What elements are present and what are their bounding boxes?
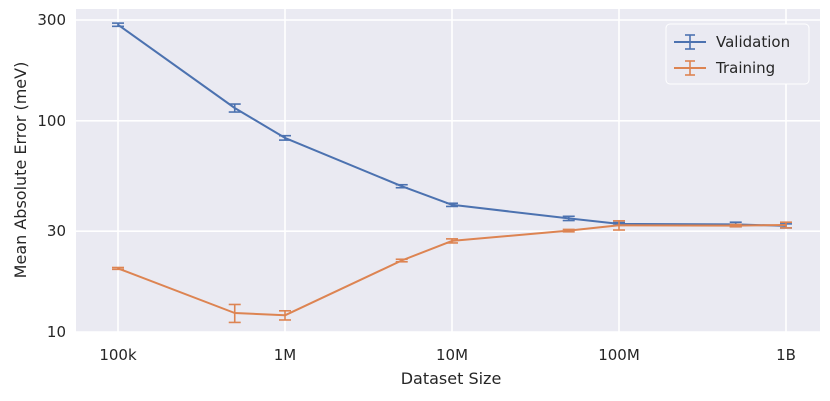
legend-label: Training: [715, 59, 775, 77]
training-error-bar: [395, 258, 408, 263]
x-tick-label: 100k: [99, 346, 137, 364]
training-error-bar: [228, 303, 241, 324]
validation-error-bar: [112, 22, 124, 28]
training-error-bar: [613, 220, 625, 231]
training-error-bar: [729, 223, 742, 228]
x-tick-label: 1B: [776, 346, 796, 364]
y-tick-label: 100: [37, 112, 66, 130]
validation-error-bar: [395, 183, 408, 189]
validation-error-bar: [228, 103, 241, 113]
training-error-bar: [562, 228, 575, 233]
legend: Validation Training: [665, 23, 810, 85]
x-axis-title: Dataset Size: [401, 369, 502, 388]
legend-label: Validation: [716, 33, 790, 51]
validation-error-bar: [279, 134, 291, 141]
y-tick-label: 30: [47, 222, 66, 240]
x-tick-label: 10M: [436, 346, 468, 364]
training-error-bar: [446, 238, 458, 244]
x-tick-label: 1M: [274, 346, 297, 364]
y-tick-label: 10: [47, 323, 66, 341]
y-axis-title: Mean Absolute Error (meV): [11, 62, 30, 279]
y-tick-label: 300: [37, 11, 66, 29]
validation-error-bar: [562, 215, 575, 222]
training-error-bar: [780, 221, 792, 229]
legend-item-validation: Validation: [674, 33, 790, 51]
training-error-bar: [112, 266, 124, 271]
legend-item-training: Training: [674, 59, 775, 77]
grid-lines: [76, 9, 820, 333]
training-error-bar: [279, 309, 291, 321]
series-layer: [112, 22, 792, 324]
validation-error-bar: [446, 202, 458, 208]
tick-labels: 100k 1M 10M 100M 1B 10 30 100 300: [37, 11, 796, 364]
x-tick-label: 100M: [598, 346, 640, 364]
